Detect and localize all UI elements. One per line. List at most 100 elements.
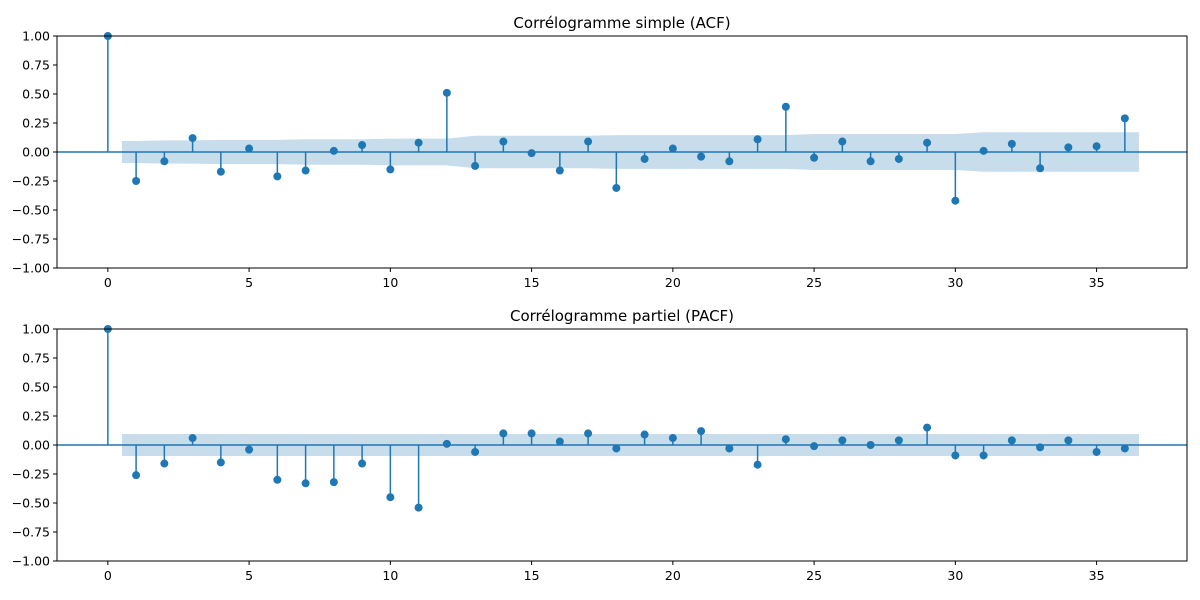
acf-xtick-label: 0	[104, 275, 112, 290]
acf-marker-lag-4	[216, 167, 225, 176]
pacf-ytick-label: −0.50	[12, 496, 50, 511]
pacf-marker-lag-8	[329, 478, 338, 487]
pacf-marker-lag-31	[979, 451, 988, 460]
acf-marker-lag-24	[781, 102, 790, 111]
pacf-marker-lag-28	[894, 436, 903, 445]
acf-ytick-label: −1.00	[12, 261, 50, 276]
acf-marker-lag-17	[584, 137, 593, 146]
acf-marker-lag-35	[1092, 142, 1101, 151]
pacf-marker-lag-29	[923, 423, 932, 432]
pacf-marker-lag-25	[810, 442, 819, 451]
acf-marker-lag-6	[273, 172, 282, 181]
acf-marker-lag-34	[1064, 143, 1073, 152]
pacf-ytick-label: −0.25	[12, 467, 50, 482]
pacf-marker-lag-17	[584, 429, 593, 438]
pacf-marker-lag-23	[753, 460, 762, 469]
acf-marker-lag-33	[1036, 164, 1045, 173]
pacf-ytick-label: 0.75	[22, 351, 50, 366]
pacf-ytick-label: −1.00	[12, 554, 50, 569]
acf-marker-lag-19	[640, 154, 649, 163]
acf-marker-lag-2	[160, 157, 169, 166]
pacf-marker-lag-3	[188, 434, 197, 443]
acf-ytick-label: −0.75	[12, 232, 50, 247]
pacf-ytick-label: 0.00	[22, 438, 50, 453]
acf-xtick-label: 10	[382, 275, 398, 290]
acf-panel: Corrélogramme simple (ACF) 0 5 10 15 20 25 30 3…	[12, 14, 1188, 290]
pacf-marker-lag-32	[1007, 436, 1016, 445]
pacf-ytick-label: 1.00	[22, 322, 50, 337]
acf-marker-lag-30	[951, 196, 960, 205]
pacf-xtick-label: 30	[947, 568, 963, 583]
pacf-marker-lag-34	[1064, 436, 1073, 445]
acf-marker-lag-15	[527, 149, 536, 158]
acf-marker-lag-13	[471, 161, 480, 170]
pacf-marker-lag-30	[951, 451, 960, 460]
pacf-ytick-label: −0.75	[12, 525, 50, 540]
acf-xtick-label: 35	[1089, 275, 1105, 290]
pacf-marker-lag-5	[245, 445, 254, 454]
acf-xtick-label: 5	[245, 275, 253, 290]
pacf-marker-lag-9	[358, 459, 367, 468]
acf-marker-lag-8	[329, 146, 338, 155]
acf-ytick-label: 0.75	[22, 58, 50, 73]
pacf-xtick-label: 5	[245, 568, 253, 583]
acf-marker-lag-26	[838, 137, 847, 146]
pacf-marker-lag-14	[499, 429, 508, 438]
acf-marker-lag-14	[499, 137, 508, 146]
pacf-marker-lag-11	[414, 503, 423, 512]
pacf-ytick-label: 0.25	[22, 409, 50, 424]
pacf-marker-lag-27	[866, 441, 875, 449]
acf-marker-lag-11	[414, 138, 423, 147]
acf-ytick-label: 0.50	[22, 87, 50, 102]
acf-xtick-label: 15	[524, 275, 540, 290]
pacf-marker-lag-21	[697, 427, 706, 436]
acf-xtick-label: 20	[665, 275, 681, 290]
acf-marker-lag-10	[386, 165, 395, 174]
acf-ytick-label: −0.25	[12, 174, 50, 189]
pacf-ytick-label: 0.50	[22, 380, 50, 395]
acf-marker-lag-27	[866, 157, 875, 166]
pacf-marker-lag-1	[132, 471, 141, 480]
pacf-marker-lag-16	[555, 437, 564, 446]
pacf-xtick-label: 10	[382, 568, 398, 583]
pacf-marker-lag-36	[1120, 444, 1129, 453]
pacf-xtick-label: 20	[665, 568, 681, 583]
pacf-marker-lag-35	[1092, 447, 1101, 456]
acf-marker-lag-32	[1007, 139, 1016, 148]
acf-marker-lag-22	[725, 157, 734, 166]
acf-marker-lag-16	[555, 166, 564, 175]
acf-ytick-label: 0.25	[22, 116, 50, 131]
pacf-marker-lag-10	[386, 493, 395, 502]
pacf-xtick-label: 35	[1089, 568, 1105, 583]
pacf-marker-lag-26	[838, 436, 847, 445]
acf-marker-lag-12	[442, 88, 451, 97]
pacf-marker-lag-4	[216, 458, 225, 467]
pacf-marker-lag-6	[273, 475, 282, 484]
acf-ytick-label: −0.50	[12, 203, 50, 218]
acf-xtick-label: 30	[947, 275, 963, 290]
pacf-marker-lag-22	[725, 444, 734, 453]
pacf-panel: Corrélogramme partiel (PACF) 0 5 10 15 20 25 3…	[12, 307, 1188, 583]
acf-marker-lag-18	[612, 183, 621, 192]
acf-marker-lag-31	[979, 146, 988, 155]
acf-marker-lag-7	[301, 166, 310, 175]
acf-xtick-label: 25	[806, 275, 822, 290]
pacf-title: Corrélogramme partiel (PACF)	[510, 307, 734, 325]
acf-marker-lag-3	[188, 134, 197, 143]
acf-marker-lag-36	[1120, 114, 1129, 123]
acf-ytick-label: 0.00	[22, 145, 50, 160]
acf-marker-lag-28	[894, 154, 903, 163]
acf-marker-lag-21	[697, 152, 706, 161]
acf-marker-lag-20	[668, 144, 677, 153]
pacf-marker-lag-18	[612, 444, 621, 453]
acf-marker-lag-25	[810, 153, 819, 162]
pacf-marker-lag-20	[668, 434, 677, 443]
acf-marker-lag-29	[923, 138, 932, 147]
acf-marker-lag-5	[245, 144, 254, 153]
pacf-marker-lag-33	[1036, 443, 1045, 452]
pacf-marker-lag-19	[640, 430, 649, 439]
pacf-marker-lag-2	[160, 459, 169, 468]
pacf-xtick-label: 0	[104, 568, 112, 583]
pacf-marker-lag-12	[442, 439, 451, 448]
